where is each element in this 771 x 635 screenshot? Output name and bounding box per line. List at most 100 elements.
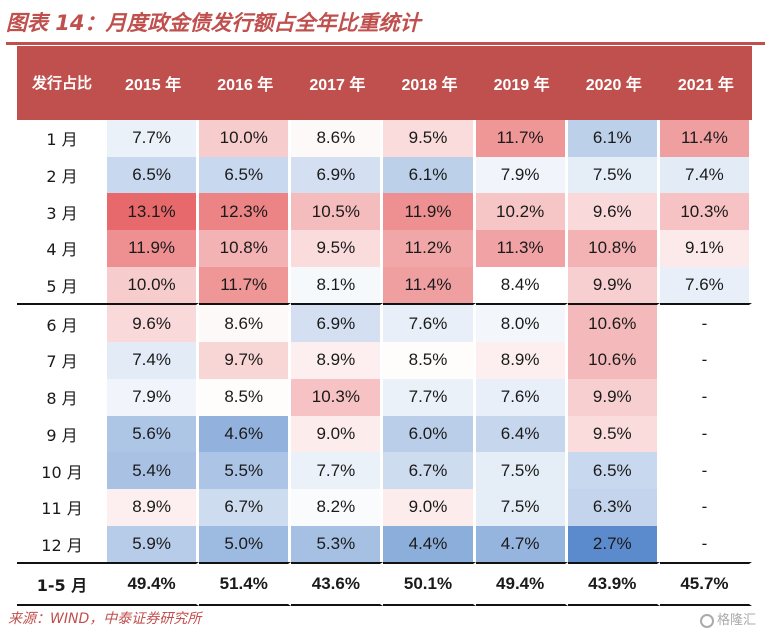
heat-cell: 9.1% bbox=[659, 230, 752, 267]
heat-cell: 7.6% bbox=[659, 266, 752, 304]
heat-cell: 10.8% bbox=[567, 230, 660, 267]
chart-title: 图表 14：月度政金债发行额占全年比重统计 bbox=[6, 11, 421, 35]
table-row: 8 月 7.9% 8.5% 10.3% 7.7% 7.6% 9.9% - bbox=[17, 378, 752, 416]
heat-cell: 6.5% bbox=[567, 452, 660, 489]
heat-cell: 6.4% bbox=[475, 415, 568, 453]
total-cell: 45.7% bbox=[659, 562, 752, 607]
heat-cell: 8.1% bbox=[291, 266, 384, 304]
heat-cell: 8.9% bbox=[475, 342, 568, 379]
heat-cell: 2.7% bbox=[567, 525, 660, 563]
heat-cell: - bbox=[659, 303, 752, 343]
row-label: 2 月 bbox=[17, 156, 107, 194]
heat-cell: - bbox=[659, 488, 752, 526]
heat-cell: 5.0% bbox=[199, 525, 292, 563]
heat-cell: 9.9% bbox=[567, 378, 660, 416]
heat-cell: 10.8% bbox=[199, 230, 292, 267]
heat-cell: 10.5% bbox=[291, 193, 384, 231]
source-note: 来源：WIND，中泰证券研究所 bbox=[8, 611, 202, 627]
total-cell: 49.4% bbox=[475, 562, 568, 607]
heat-cell: - bbox=[659, 452, 752, 489]
heat-cell: 11.9% bbox=[107, 230, 200, 267]
heat-cell: 8.6% bbox=[291, 120, 384, 157]
heat-cell: 9.0% bbox=[291, 415, 384, 453]
heat-cell: 7.5% bbox=[567, 156, 660, 194]
heat-cell: 7.7% bbox=[107, 120, 200, 157]
table-row: 1 月 7.7% 10.0% 8.6% 9.5% 11.7% 6.1% 11.4% bbox=[17, 120, 752, 157]
heat-cell: 8.6% bbox=[199, 303, 292, 343]
heat-cell: 6.3% bbox=[567, 488, 660, 526]
heat-cell: 8.9% bbox=[291, 342, 384, 379]
heat-cell: 9.0% bbox=[383, 488, 476, 526]
heat-cell: 8.5% bbox=[383, 342, 476, 379]
table-row: 12 月 5.9% 5.0% 5.3% 4.4% 4.7% 2.7% - bbox=[17, 525, 752, 563]
heat-cell: - bbox=[659, 342, 752, 379]
heat-cell: 7.9% bbox=[107, 378, 200, 416]
heat-cell: 13.1% bbox=[107, 193, 200, 231]
row-label: 11 月 bbox=[17, 488, 107, 526]
heat-cell: 6.0% bbox=[383, 415, 476, 453]
heat-cell: 7.7% bbox=[383, 378, 476, 416]
heat-cell: 4.6% bbox=[199, 415, 292, 453]
heat-cell: 9.5% bbox=[567, 415, 660, 453]
heat-cell: 4.4% bbox=[383, 525, 476, 563]
heat-cell: 6.1% bbox=[567, 120, 660, 157]
heat-cell: 5.3% bbox=[291, 525, 384, 563]
heat-cell: 10.6% bbox=[567, 342, 660, 379]
heat-cell: 9.6% bbox=[567, 193, 660, 231]
heat-cell: 11.3% bbox=[475, 230, 568, 267]
heat-cell: 8.9% bbox=[107, 488, 200, 526]
total-label: 1-5 月 bbox=[17, 562, 107, 607]
heat-cell: 6.9% bbox=[291, 303, 384, 343]
row-label: 3 月 bbox=[17, 193, 107, 231]
table-row: 5 月 10.0% 11.7% 8.1% 11.4% 8.4% 9.9% 7.6% bbox=[17, 266, 752, 304]
heat-cell: 6.7% bbox=[199, 488, 292, 526]
header-row: 发行占比 2015 年 2016 年 2017 年 2018 年 2019 年 2020 … bbox=[17, 46, 752, 120]
heat-cell: 10.3% bbox=[659, 193, 752, 231]
heat-cell: 7.9% bbox=[475, 156, 568, 194]
corner-label: 发行占比 bbox=[17, 46, 107, 120]
column-header: 2018 年 bbox=[383, 46, 476, 120]
heat-cell: 9.7% bbox=[199, 342, 292, 379]
heat-cell: 10.0% bbox=[107, 266, 200, 304]
heat-cell: 12.3% bbox=[199, 193, 292, 231]
heat-cell: 9.5% bbox=[383, 120, 476, 157]
total-cell: 43.6% bbox=[291, 562, 384, 607]
row-label: 10 月 bbox=[17, 452, 107, 489]
heat-cell: 6.5% bbox=[199, 156, 292, 194]
heat-cell: 7.6% bbox=[475, 378, 568, 416]
row-label: 1 月 bbox=[17, 120, 107, 157]
heat-cell: 9.6% bbox=[107, 303, 200, 343]
table-row: 6 月 9.6% 8.6% 6.9% 7.6% 8.0% 10.6% - bbox=[17, 303, 752, 343]
total-row: 1-5 月 49.4% 51.4% 43.6% 50.1% 49.4% 43.9% 45.7% bbox=[17, 562, 752, 607]
table-row: 11 月 8.9% 6.7% 8.2% 9.0% 7.5% 6.3% - bbox=[17, 488, 752, 526]
heat-cell: 10.6% bbox=[567, 303, 660, 343]
heat-cell: 5.4% bbox=[107, 452, 200, 489]
row-label: 7 月 bbox=[17, 342, 107, 379]
row-label: 12 月 bbox=[17, 525, 107, 563]
column-header: 2016 年 bbox=[199, 46, 292, 120]
heat-cell: 9.9% bbox=[567, 266, 660, 304]
heat-cell: 7.5% bbox=[475, 488, 568, 526]
watermark: 格隆汇 bbox=[700, 609, 762, 629]
heat-cell: 7.4% bbox=[659, 156, 752, 194]
row-label: 6 月 bbox=[17, 303, 107, 343]
column-header: 2019 年 bbox=[475, 46, 568, 120]
heat-cell: 5.5% bbox=[199, 452, 292, 489]
heat-cell: 6.1% bbox=[383, 156, 476, 194]
heat-cell: 7.6% bbox=[383, 303, 476, 343]
heat-cell: 5.9% bbox=[107, 525, 200, 563]
heat-cell: 10.3% bbox=[291, 378, 384, 416]
heat-cell: 8.0% bbox=[475, 303, 568, 343]
total-cell: 49.4% bbox=[107, 562, 200, 607]
heat-cell: 9.5% bbox=[291, 230, 384, 267]
table-row: 4 月 11.9% 10.8% 9.5% 11.2% 11.3% 10.8% 9.1% bbox=[17, 230, 752, 267]
row-label: 4 月 bbox=[17, 230, 107, 267]
heat-cell: 7.7% bbox=[291, 452, 384, 489]
title-rule bbox=[6, 42, 765, 45]
watermark-text: 格隆汇 bbox=[717, 613, 757, 628]
total-cell: 51.4% bbox=[199, 562, 292, 607]
heat-cell: 8.4% bbox=[475, 266, 568, 304]
heat-cell: 6.7% bbox=[383, 452, 476, 489]
table-row: 7 月 7.4% 9.7% 8.9% 8.5% 8.9% 10.6% - bbox=[17, 342, 752, 379]
row-label: 8 月 bbox=[17, 378, 107, 416]
